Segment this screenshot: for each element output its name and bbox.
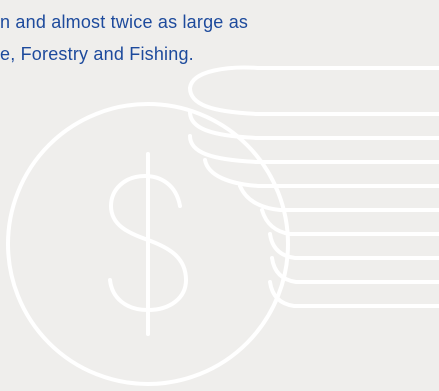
body-text-line-1: n and almost twice as large as <box>0 12 249 32</box>
dollar-coin-icon <box>6 102 290 386</box>
body-text-line-2: e, Forestry and Fishing. <box>0 44 194 64</box>
coin-stack-icon <box>188 65 439 308</box>
